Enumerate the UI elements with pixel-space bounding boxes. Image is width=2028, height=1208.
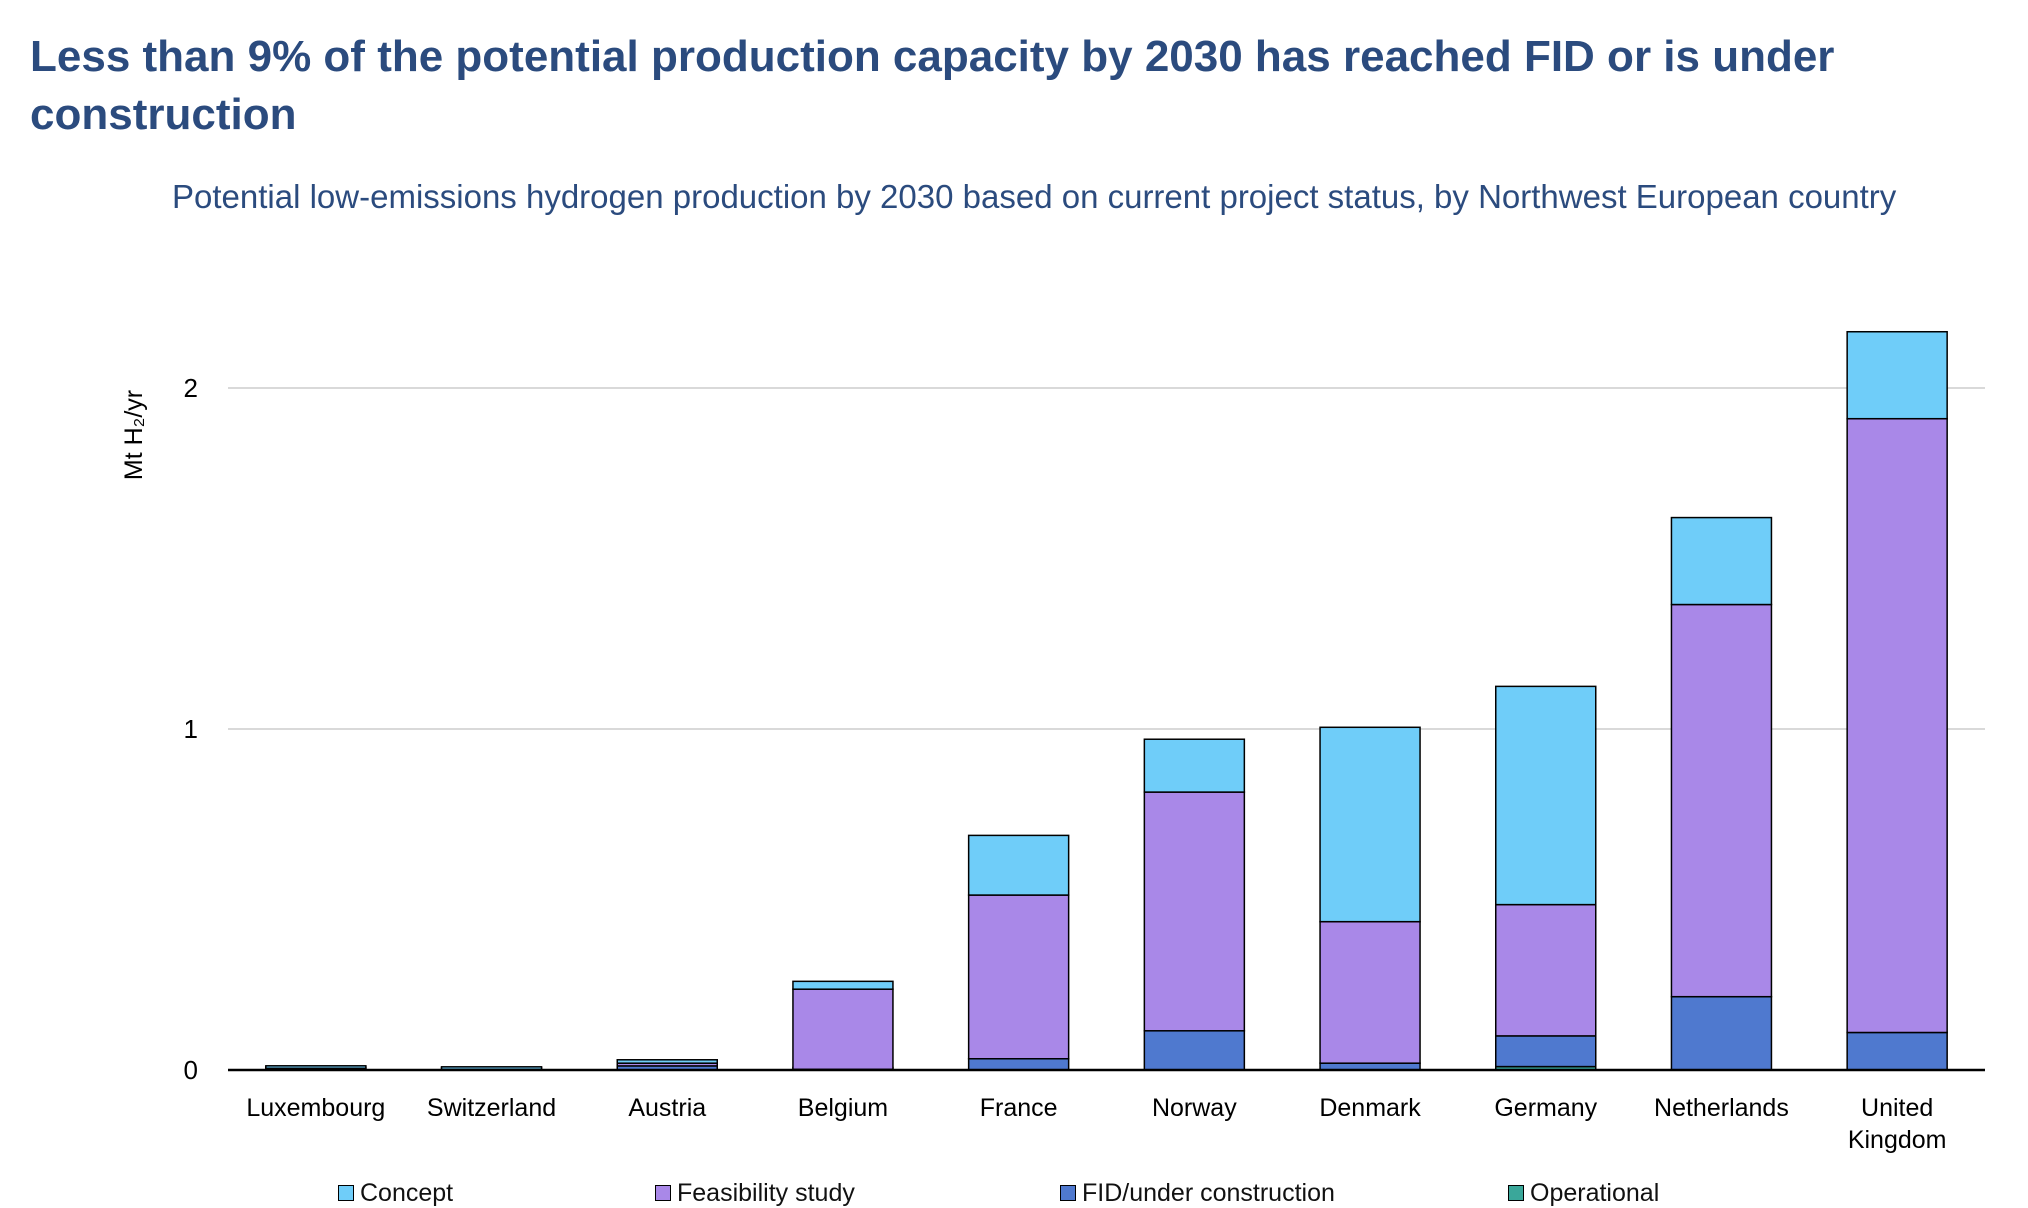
bar-9-feasibility-study xyxy=(1846,417,1948,1034)
legend-item-feasibility-study: Feasibility study xyxy=(655,1178,855,1208)
bar-2-concept xyxy=(616,1059,718,1064)
bar-3-concept xyxy=(792,980,894,990)
bars xyxy=(265,330,1948,1071)
bar-7-feasibility-study xyxy=(1495,903,1597,1037)
x-tick-label-7: Germany xyxy=(1494,1094,1597,1122)
chart-subtitle: Potential low-emissions hydrogen product… xyxy=(172,178,1897,215)
chart-legend: Concept Feasibility study FID/under constr… xyxy=(0,1178,2028,1208)
bar-6-feasibility-study xyxy=(1319,920,1421,1064)
x-tick-labels: Luxembourg Switzerland Austria Belgium Franc… xyxy=(246,1094,1946,1154)
bar-group-6 xyxy=(1319,726,1421,1071)
bar-7-fid-under-construction xyxy=(1495,1035,1597,1068)
legend-label: FID/under construction xyxy=(1082,1178,1335,1207)
bar-0-concept xyxy=(265,1065,367,1070)
bar-4-feasibility-study xyxy=(967,894,1070,1060)
y-tick-label-2: 2 xyxy=(184,373,198,403)
y-tick-label-1: 1 xyxy=(184,714,198,744)
bar-4-fid-under-construction xyxy=(967,1057,1070,1071)
x-tick-label-6: Denmark xyxy=(1319,1094,1421,1122)
y-axis-label: Mt H₂/yr xyxy=(120,390,148,480)
x-tick-label-2: Austria xyxy=(628,1094,706,1122)
x-tick-label-5: Norway xyxy=(1152,1094,1237,1122)
legend-label: Concept xyxy=(360,1178,454,1207)
bar-6-concept xyxy=(1319,726,1421,923)
bar-7-concept xyxy=(1495,685,1597,906)
bar-9-fid-under-construction xyxy=(1846,1031,1948,1071)
legend-item-concept: Concept xyxy=(338,1178,453,1208)
page-title: Less than 9% of the potential production… xyxy=(30,32,1835,139)
bar-group-4 xyxy=(967,834,1070,1071)
x-tick-label-3: Belgium xyxy=(798,1094,888,1122)
x-tick-label-9-0: United xyxy=(1861,1094,1933,1122)
legend-label: Operational xyxy=(1530,1178,1660,1207)
bar-5-concept xyxy=(1143,738,1246,793)
legend-swatch xyxy=(1060,1185,1076,1201)
legend-item-operational: Operational xyxy=(1508,1178,1659,1208)
bar-8-concept xyxy=(1670,516,1773,606)
legend-swatch xyxy=(655,1185,671,1201)
legend-swatch xyxy=(1508,1185,1524,1201)
y-tick-labels: 0 1 2 xyxy=(184,373,198,1085)
bar-8-feasibility-study xyxy=(1670,603,1773,998)
legend-label: Feasibility study xyxy=(677,1178,855,1207)
bar-5-feasibility-study xyxy=(1143,791,1246,1032)
bar-group-3 xyxy=(792,980,894,1071)
bar-5-fid-under-construction xyxy=(1143,1030,1246,1071)
bar-4-concept xyxy=(967,834,1070,896)
bar-9-concept xyxy=(1846,330,1948,420)
bar-group-2 xyxy=(616,1059,718,1071)
bar-group-9 xyxy=(1846,330,1948,1071)
bar-group-7 xyxy=(1495,685,1597,1071)
legend-item-fid-under-construction: FID/under construction xyxy=(1060,1178,1335,1208)
x-tick-label-9-1: Kingdom xyxy=(1848,1126,1947,1154)
y-tick-label-0: 0 xyxy=(184,1055,198,1085)
x-tick-label-8: Netherlands xyxy=(1654,1094,1789,1122)
bar-group-8 xyxy=(1670,516,1773,1071)
stacked-bar-chart: Luxembourg Switzerland Austria Belgium Franc… xyxy=(120,330,1985,1154)
x-tick-label-0: Luxembourg xyxy=(246,1094,385,1122)
bar-8-fid-under-construction xyxy=(1670,995,1773,1071)
legend-swatch xyxy=(338,1185,354,1201)
bar-3-feasibility-study xyxy=(792,988,894,1071)
x-tick-label-1: Switzerland xyxy=(427,1094,556,1122)
bar-group-5 xyxy=(1143,738,1246,1071)
x-tick-label-4: France xyxy=(980,1094,1058,1122)
